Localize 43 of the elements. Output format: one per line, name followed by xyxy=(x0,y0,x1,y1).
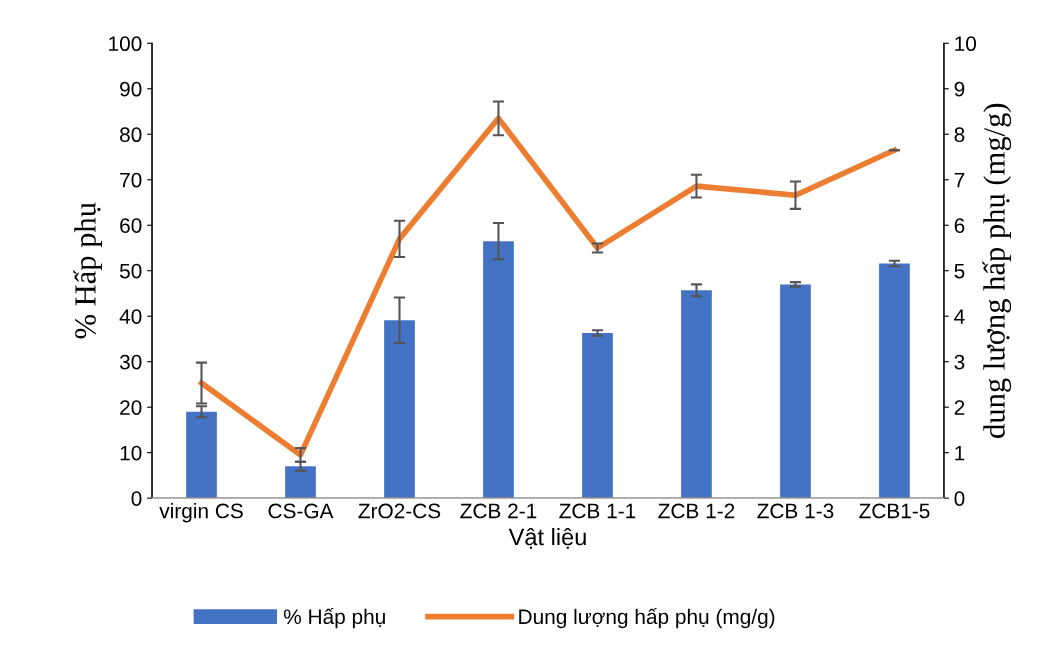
y-tick-label: 20 xyxy=(120,400,142,415)
x-tick-label: ZCB 1-3 xyxy=(757,503,834,519)
bar xyxy=(582,333,613,499)
y-tick-label: 60 xyxy=(120,218,142,233)
x-tick-label: CS-GA xyxy=(268,503,334,519)
y2-tick-label: 3 xyxy=(954,354,965,370)
bar xyxy=(285,466,316,499)
x-tick-label: ZCB 2-1 xyxy=(460,503,537,519)
bar xyxy=(186,411,217,499)
y-tick-label: 50 xyxy=(119,263,142,279)
legend-label: Dung lượng hấp phụ (mg/g) xyxy=(519,607,775,629)
legend-label: % Hấp phụ xyxy=(283,607,385,629)
y-tick-label: 30 xyxy=(119,354,142,370)
y-tick-label: 90 xyxy=(120,81,142,97)
y-tick-label: 70 xyxy=(120,172,142,188)
x-tick-label: ZCB 1-2 xyxy=(658,503,735,519)
y2-tick-label: 4 xyxy=(954,309,965,324)
y2-tick-label: 0 xyxy=(954,491,965,506)
x-axis-title: Vật liệu xyxy=(508,527,586,549)
y2-tick-label: 6 xyxy=(954,218,965,233)
y-tick-label: 0 xyxy=(131,491,142,506)
x-tick-label: virgin CS xyxy=(159,503,243,523)
y-tick-label: 10 xyxy=(120,445,142,461)
x-tick-label: ZCB1-5 xyxy=(859,503,930,519)
y-tick-label: 80 xyxy=(120,127,142,143)
y-tick-label: 40 xyxy=(119,309,142,324)
bar xyxy=(879,263,910,499)
y2-tick-label: 2 xyxy=(954,400,965,415)
bar xyxy=(483,241,514,499)
y2-tick-label: 1 xyxy=(955,445,965,461)
y2-tick-label: 7 xyxy=(954,172,965,188)
y2-tick-label: 5 xyxy=(954,263,965,279)
y2-tick-label: 8 xyxy=(954,127,965,143)
y2-axis-title: dung lượng hấp phụ (mg/g) xyxy=(982,103,1012,438)
x-tick-label: ZrO2-CS xyxy=(358,503,441,519)
bar xyxy=(780,284,811,499)
y2-tick-label: 10 xyxy=(955,36,977,52)
y2-tick-label: 9 xyxy=(954,81,965,97)
y-axis-title: % Hấp phụ xyxy=(73,202,102,339)
bar xyxy=(384,320,415,499)
y-tick-label: 100 xyxy=(109,36,142,52)
x-tick-label: ZCB 1-1 xyxy=(559,503,636,519)
bar xyxy=(681,290,712,499)
